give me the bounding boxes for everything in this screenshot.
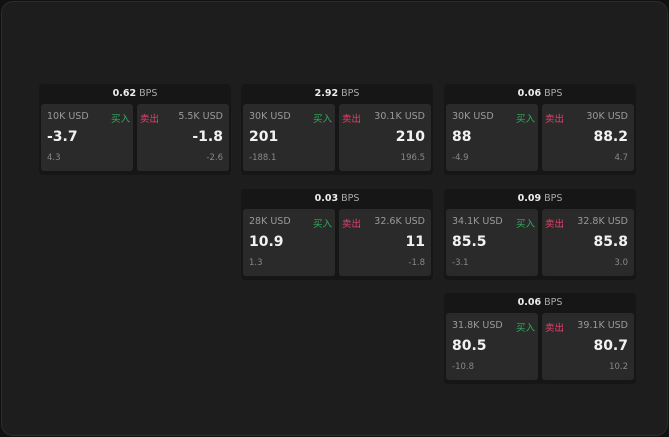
sell-size: 5.5K USD	[178, 111, 223, 122]
buy-price: 201	[249, 129, 279, 145]
sell-quote-button[interactable]: 30.1K USD 卖出 210 196.5	[339, 104, 431, 171]
spread-header: 0.09 BPS	[444, 189, 636, 209]
sell-quote-button[interactable]: 32.6K USD 卖出 11 -1.8	[339, 209, 431, 276]
buy-price: 10.9	[249, 234, 284, 250]
sell-price: -1.8	[192, 129, 223, 145]
sell-price: 88.2	[593, 129, 628, 145]
buy-quote-button[interactable]: 31.8K USD 买入 80.5 -10.8	[446, 313, 538, 380]
buy-change: -188.1	[249, 153, 277, 163]
sell-price: 11	[405, 234, 425, 250]
buy-label: 买入	[515, 219, 535, 230]
spread-unit: BPS	[544, 88, 563, 99]
buy-quote-button[interactable]: 30K USD 买入 201 -188.1	[243, 104, 335, 171]
spread-unit: BPS	[544, 193, 563, 204]
sell-size: 39.1K USD	[577, 320, 628, 331]
spread-value: 0.06	[517, 88, 542, 99]
buy-price: 85.5	[452, 234, 487, 250]
spread-value: 0.03	[314, 193, 339, 204]
buy-label: 买入	[515, 323, 535, 334]
sell-label: 卖出	[545, 219, 565, 230]
sell-change: 4.7	[614, 153, 628, 163]
quote-card: 0.62 BPS 10K USD 买入 -3.7 4.3 5.5K USD 卖出…	[39, 84, 231, 175]
spread-header: 0.62 BPS	[39, 84, 231, 104]
buy-price: 80.5	[452, 338, 487, 354]
spread-value: 2.92	[314, 88, 339, 99]
buy-change: 4.3	[47, 153, 61, 163]
buy-change: -3.1	[452, 258, 469, 268]
buy-change: -4.9	[452, 153, 469, 163]
sell-size: 32.8K USD	[577, 216, 628, 227]
quote-card: 0.09 BPS 34.1K USD 买入 85.5 -3.1 32.8K US…	[444, 189, 636, 280]
spread-value: 0.62	[112, 88, 137, 99]
sell-price: 80.7	[593, 338, 628, 354]
buy-quote-button[interactable]: 34.1K USD 买入 85.5 -3.1	[446, 209, 538, 276]
sell-quote-button[interactable]: 39.1K USD 卖出 80.7 10.2	[542, 313, 634, 380]
buy-label: 买入	[110, 114, 130, 125]
spread-header: 0.06 BPS	[444, 84, 636, 104]
buy-size: 30K USD	[452, 111, 494, 122]
sell-quote-button[interactable]: 32.8K USD 卖出 85.8 3.0	[542, 209, 634, 276]
buy-price: -3.7	[47, 129, 78, 145]
buy-label: 买入	[312, 219, 332, 230]
sell-quote-button[interactable]: 30K USD 卖出 88.2 4.7	[542, 104, 634, 171]
sell-label: 卖出	[545, 114, 565, 125]
sell-quote-button[interactable]: 5.5K USD 卖出 -1.8 -2.6	[137, 104, 229, 171]
sell-change: 196.5	[400, 153, 425, 163]
buy-size: 34.1K USD	[452, 216, 503, 227]
spread-value: 0.06	[517, 297, 542, 308]
spread-unit: BPS	[341, 88, 360, 99]
buy-size: 10K USD	[47, 111, 89, 122]
spread-header: 0.03 BPS	[241, 189, 433, 209]
quote-card: 0.03 BPS 28K USD 买入 10.9 1.3 32.6K USD 卖…	[241, 189, 433, 280]
sell-size: 30.1K USD	[374, 111, 425, 122]
sell-price: 85.8	[593, 234, 628, 250]
quote-card: 2.92 BPS 30K USD 买入 201 -188.1 30.1K USD…	[241, 84, 433, 175]
sell-change: 3.0	[614, 258, 628, 268]
spread-unit: BPS	[341, 193, 360, 204]
sell-label: 卖出	[140, 114, 160, 125]
sell-change: -2.6	[206, 153, 223, 163]
buy-change: -10.8	[452, 362, 474, 372]
spread-header: 0.06 BPS	[444, 293, 636, 313]
sell-label: 卖出	[342, 219, 362, 230]
sell-size: 32.6K USD	[374, 216, 425, 227]
buy-price: 88	[452, 129, 472, 145]
buy-size: 30K USD	[249, 111, 291, 122]
buy-quote-button[interactable]: 10K USD 买入 -3.7 4.3	[41, 104, 133, 171]
quote-card: 0.06 BPS 31.8K USD 买入 80.5 -10.8 39.1K U…	[444, 293, 636, 384]
buy-change: 1.3	[249, 258, 263, 268]
spread-header: 2.92 BPS	[241, 84, 433, 104]
sell-price: 210	[395, 129, 425, 145]
buy-size: 31.8K USD	[452, 320, 503, 331]
buy-quote-button[interactable]: 30K USD 买入 88 -4.9	[446, 104, 538, 171]
spread-unit: BPS	[139, 88, 158, 99]
spread-unit: BPS	[544, 297, 563, 308]
sell-label: 卖出	[342, 114, 362, 125]
buy-size: 28K USD	[249, 216, 291, 227]
spread-value: 0.09	[517, 193, 542, 204]
buy-quote-button[interactable]: 28K USD 买入 10.9 1.3	[243, 209, 335, 276]
buy-label: 买入	[515, 114, 535, 125]
quote-card: 0.06 BPS 30K USD 买入 88 -4.9 30K USD 卖出 8…	[444, 84, 636, 175]
buy-label: 买入	[312, 114, 332, 125]
sell-size: 30K USD	[586, 111, 628, 122]
sell-change: -1.8	[408, 258, 425, 268]
sell-label: 卖出	[545, 323, 565, 334]
sell-change: 10.2	[609, 362, 628, 372]
